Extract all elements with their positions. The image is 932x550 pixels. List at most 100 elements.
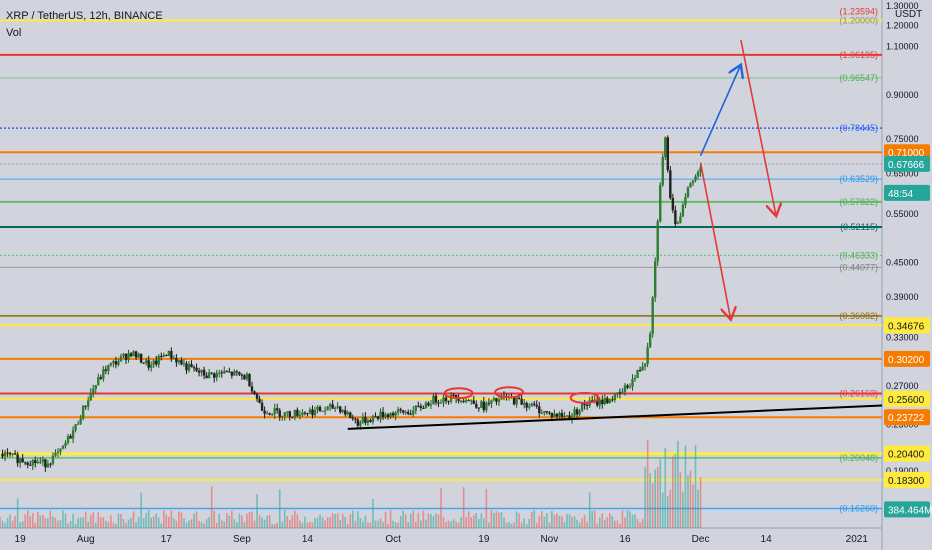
candle-body	[341, 410, 344, 413]
candle-body	[180, 360, 183, 365]
price-badge	[884, 184, 930, 201]
price-badge	[884, 155, 930, 172]
candle-body	[442, 397, 445, 403]
symbol-title[interactable]: XRP / TetherUS, 12h, BINANCE	[6, 10, 163, 22]
volume-bar	[397, 522, 399, 528]
volume-bar	[21, 521, 24, 528]
volume-bar	[651, 483, 654, 528]
volume-bar	[89, 514, 92, 528]
plot-area	[0, 0, 882, 528]
volume-bar	[500, 512, 503, 528]
candle-body	[218, 372, 221, 374]
candle-body	[611, 399, 614, 401]
candle-body	[276, 408, 279, 411]
price-badge-label: 0.25600	[888, 395, 925, 406]
candle-body	[429, 404, 433, 406]
volume-bar	[513, 522, 515, 528]
price-badge	[884, 350, 930, 367]
volume-bar	[203, 523, 205, 528]
volume-bar	[425, 519, 427, 528]
volume-bar	[598, 517, 601, 528]
candle-body	[659, 184, 662, 222]
volume-bar	[59, 520, 62, 528]
candle-body	[641, 366, 644, 371]
candle-body	[230, 371, 234, 376]
volume-label[interactable]: Vol	[6, 27, 22, 39]
candle-body	[528, 406, 531, 408]
volume-bar	[145, 512, 147, 528]
candle-body	[399, 409, 402, 411]
volume-bar	[336, 513, 339, 528]
candle-body	[253, 391, 256, 394]
x-tick-label: Aug	[77, 534, 95, 545]
volume-bar	[556, 513, 558, 528]
volume-bar	[399, 516, 402, 528]
fib-level-label: (0.16260)	[839, 504, 878, 514]
candle-body	[102, 369, 105, 379]
highlight-ellipse	[569, 391, 600, 404]
candle-body	[318, 406, 322, 412]
volume-bar	[180, 512, 183, 528]
volume-bar	[377, 520, 379, 528]
candle-body	[540, 413, 543, 415]
volume-bar	[460, 516, 462, 528]
candle-body	[613, 393, 617, 401]
candle-body	[49, 463, 52, 465]
candle-body	[16, 454, 19, 464]
fib-level-label: (0.52115)	[840, 222, 878, 232]
volume-bar	[210, 486, 213, 528]
y-tick-label: 0.19000	[886, 466, 919, 476]
volume-bar	[372, 498, 374, 528]
candle-body	[326, 406, 329, 411]
volume-bar	[152, 516, 155, 528]
y-tick-label: 0.45000	[886, 257, 919, 267]
volume-bar	[142, 518, 145, 528]
volume-bar	[354, 520, 357, 528]
candle-body	[122, 353, 125, 357]
candle-body	[482, 401, 486, 411]
candle-body	[538, 406, 541, 414]
volume-bar	[389, 510, 392, 528]
volume-bar	[261, 517, 263, 528]
volume-bar	[427, 513, 430, 528]
candle-body	[260, 402, 264, 411]
fib-level-label: (0.78445)	[839, 123, 878, 133]
volume-bar	[447, 520, 450, 528]
candle-body	[89, 392, 92, 401]
candle-body	[220, 372, 223, 374]
candle-body	[316, 406, 319, 410]
volume-bar	[573, 516, 576, 528]
candle-body	[477, 407, 480, 409]
candle-body	[686, 187, 690, 198]
fib-level-label: (1.20000)	[839, 15, 878, 25]
candle-body	[79, 418, 82, 424]
candle-body	[144, 360, 148, 364]
fib-level-label: (0.20048)	[839, 453, 878, 463]
volume-bar	[566, 514, 568, 528]
volume-bar	[432, 516, 435, 528]
volume-bar	[694, 445, 697, 528]
volume-bar	[301, 523, 304, 528]
volume-bar	[79, 517, 82, 528]
candle-body	[21, 458, 24, 463]
candle-body	[346, 412, 349, 415]
fib-level-label: (0.36082)	[839, 311, 878, 321]
candle-body	[99, 377, 102, 379]
candle-body	[187, 364, 191, 371]
volume-bar	[546, 513, 548, 528]
volume-bar	[82, 517, 84, 528]
candle-body	[689, 183, 692, 188]
candle-body	[696, 171, 700, 177]
candle-body	[628, 386, 632, 388]
candle-body	[439, 402, 443, 404]
projection-arrow	[699, 162, 731, 320]
x-tick-label: Oct	[385, 534, 401, 545]
volume-bar	[226, 512, 228, 528]
candle-body	[475, 403, 478, 408]
volume-bar	[407, 522, 410, 528]
candle-body	[124, 353, 128, 360]
volume-bar	[127, 519, 130, 528]
volume-bar	[352, 510, 354, 528]
candle-body	[66, 436, 70, 443]
